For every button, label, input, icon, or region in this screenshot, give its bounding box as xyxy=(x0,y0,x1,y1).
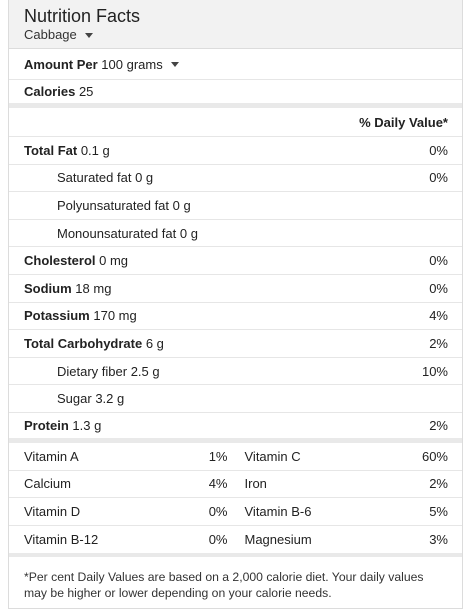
nutrient-label: Potassium xyxy=(24,308,90,324)
calories-value: 25 xyxy=(78,84,94,99)
nutrient-label: Sugar xyxy=(57,391,92,407)
vitamin-pct: 2% xyxy=(429,476,448,492)
nutrient-dv: 10% xyxy=(421,363,448,379)
vitamin-name: Iron xyxy=(244,476,267,492)
food-name: Cabbage xyxy=(24,27,77,42)
vitamin-row: Calcium 4% Iron 2% xyxy=(9,471,462,499)
nutrient-row-potassium: Potassium 170 mg 4% xyxy=(9,303,462,331)
vitamin-name: Vitamin B-6 xyxy=(244,503,312,519)
nutrient-row-total-carbohydrate: Total Carbohydrate 6 g 2% xyxy=(9,330,462,358)
vitamin-pct: 4% xyxy=(208,476,228,492)
vitamin-row: Vitamin A 1% Vitamin C 60% xyxy=(9,443,462,471)
serving-size-row: Amount Per 100 grams xyxy=(9,49,462,80)
nutrient-label: Saturated fat xyxy=(57,170,132,186)
nutrient-row-protein: Protein 1.3 g 2% xyxy=(9,413,462,443)
vitamin-name: Calcium xyxy=(24,476,71,492)
vitamin-pct: 3% xyxy=(429,532,448,548)
nutrient-dv: 0% xyxy=(429,142,448,158)
nutrient-dv: 2% xyxy=(429,417,448,433)
food-selector[interactable]: Cabbage xyxy=(24,27,93,42)
amount-per-label: Amount Per xyxy=(24,56,98,72)
nutrient-dv: 2% xyxy=(429,335,448,351)
nutrient-dv: 4% xyxy=(429,308,448,324)
nutrient-row-polyunsaturated-fat: Polyunsaturated fat 0 g xyxy=(9,192,462,220)
calories-row: Calories 25 xyxy=(9,80,462,108)
nutrient-row-total-fat: Total Fat 0.1 g 0% xyxy=(9,137,462,165)
nutrient-row-saturated-fat: Saturated fat 0 g 0% xyxy=(9,165,462,193)
calories-label: Calories xyxy=(24,84,76,99)
nutrient-amount: 0.1 g xyxy=(80,142,110,158)
nutrient-label: Total Fat xyxy=(24,142,78,158)
vitamin-pct: 1% xyxy=(208,448,228,464)
nutrient-row-cholesterol: Cholesterol 0 mg 0% xyxy=(9,247,462,275)
nutrient-label: Cholesterol xyxy=(24,253,96,269)
nutrient-amount: 1.3 g xyxy=(72,417,102,433)
nutrient-amount: 2.5 g xyxy=(130,363,160,379)
nutrient-amount: 0 mg xyxy=(99,253,129,269)
daily-value-footnote: *Per cent Daily Values are based on a 2,… xyxy=(9,553,462,601)
nutrient-label: Monounsaturated fat xyxy=(57,225,177,241)
daily-value-heading: % Daily Value* xyxy=(359,114,448,130)
daily-value-header: % Daily Value* xyxy=(9,108,462,137)
nutrient-amount: 170 mg xyxy=(93,308,137,324)
vitamin-pct: 0% xyxy=(208,532,228,548)
nutrient-amount: 0 g xyxy=(135,170,154,186)
nutrition-facts-panel: Nutrition Facts Cabbage Amount Per 100 g… xyxy=(8,0,463,609)
nutrient-row-dietary-fiber: Dietary fiber 2.5 g 10% xyxy=(9,358,462,386)
nutrient-dv: 0% xyxy=(429,253,448,269)
vitamin-name: Magnesium xyxy=(244,532,312,548)
nutrition-header: Nutrition Facts Cabbage xyxy=(9,0,462,49)
nutrient-label: Total Carbohydrate xyxy=(24,335,143,351)
nutrient-amount: 0 g xyxy=(172,197,191,213)
nutrient-amount: 18 mg xyxy=(75,280,112,296)
vitamin-name: Vitamin D xyxy=(24,503,81,519)
vitamin-row: Vitamin B-12 0% Magnesium 3% xyxy=(9,526,462,554)
vitamin-pct: 0% xyxy=(208,503,228,519)
chevron-down-icon xyxy=(170,62,179,67)
nutrient-label: Polyunsaturated fat xyxy=(57,197,170,213)
nutrient-dv: 0% xyxy=(429,170,448,186)
nutrient-row-sodium: Sodium 18 mg 0% xyxy=(9,275,462,303)
vitamin-row: Vitamin D 0% Vitamin B-6 5% xyxy=(9,498,462,526)
nutrient-label: Dietary fiber xyxy=(57,363,128,379)
nutrient-label: Sodium xyxy=(24,280,72,296)
vitamin-pct: 60% xyxy=(421,448,448,464)
panel-title: Nutrition Facts xyxy=(24,6,141,26)
nutrient-amount: 6 g xyxy=(145,335,164,351)
serving-size-value: 100 grams xyxy=(101,56,163,72)
chevron-down-icon xyxy=(84,32,93,38)
nutrient-row-monounsaturated-fat: Monounsaturated fat 0 g xyxy=(9,220,462,248)
nutrient-label: Protein xyxy=(24,417,69,433)
nutrient-amount: 0 g xyxy=(179,225,198,241)
vitamin-name: Vitamin C xyxy=(244,448,301,464)
vitamin-name: Vitamin B-12 xyxy=(24,532,99,548)
nutrient-amount: 3.2 g xyxy=(95,391,125,407)
vitamin-pct: 5% xyxy=(429,503,448,519)
nutrient-row-sugar: Sugar 3.2 g xyxy=(9,385,462,413)
nutrient-dv: 0% xyxy=(429,280,448,296)
serving-size-selector[interactable]: Amount Per 100 grams xyxy=(24,57,179,72)
vitamin-name: Vitamin A xyxy=(24,448,79,464)
